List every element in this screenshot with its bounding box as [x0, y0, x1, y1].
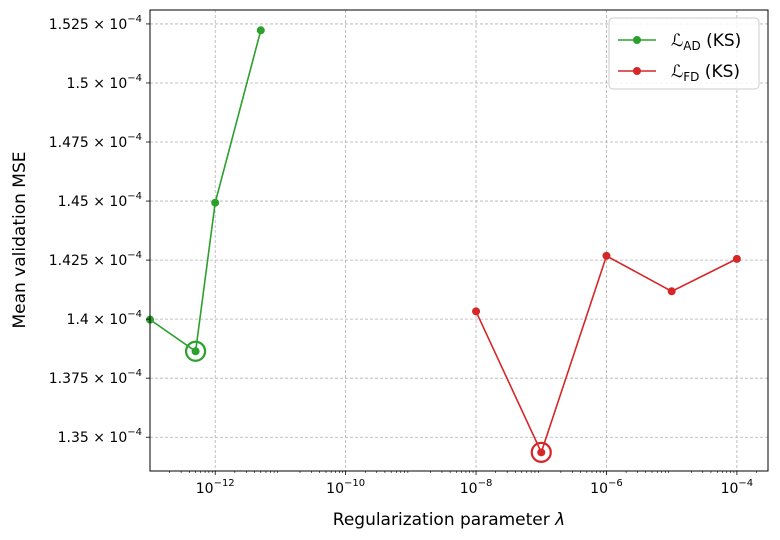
y-tick-label: 1.45 × 10−4 [58, 191, 142, 210]
x-tick-exponent: −12 [214, 478, 235, 489]
y-tick-exponent: −4 [127, 250, 142, 261]
legend-entry: ℒAD (KS) [618, 31, 741, 53]
data-point [537, 448, 546, 457]
y-tick-label: 1.375 × 10−4 [49, 368, 142, 387]
y-tick-mantissa: 1.525 × 10 [49, 17, 128, 33]
x-tick-base: 10 [326, 481, 344, 497]
x-tick-label: 10−6 [590, 478, 623, 497]
series-fd [472, 251, 741, 463]
series-layer [146, 26, 741, 463]
y-tick-mantissa: 1.35 × 10 [58, 430, 128, 446]
best-point-ring [530, 441, 552, 463]
x-tick-label: 10−10 [326, 478, 365, 497]
x-axis-label-symbol: λ [554, 510, 565, 530]
y-tick-exponent: −4 [127, 309, 142, 320]
x-tick-label: 10−4 [721, 478, 754, 497]
legend-label: ℒFD (KS) [671, 62, 740, 84]
y-tick-mantissa: 1.375 × 10 [49, 371, 128, 387]
y-tick-exponent: −4 [127, 368, 142, 379]
x-tick-base: 10 [590, 481, 608, 497]
y-tick-exponent: −4 [127, 73, 142, 84]
y-tick-exponent: −4 [127, 132, 142, 143]
y-tick-label: 1.35 × 10−4 [58, 427, 142, 446]
x-axis: 10−12 10−10 10−8 10−6 10−4 [169, 471, 757, 497]
x-tick-base: 10 [721, 481, 739, 497]
y-tick-exponent: −4 [127, 191, 142, 202]
data-point [256, 26, 265, 35]
x-axis-label-text: Regularization parameter [333, 510, 555, 530]
legend-subscript: FD [683, 70, 699, 84]
legend-label: ℒAD (KS) [671, 31, 741, 53]
x-tick-exponent: −8 [478, 478, 493, 489]
x-tick-exponent: −10 [344, 478, 365, 489]
data-point [211, 198, 220, 207]
data-point [667, 287, 676, 296]
x-axis-label: Regularization parameter λ [333, 510, 565, 530]
y-tick-label: 1.475 × 10−4 [49, 132, 142, 151]
y-tick-exponent: −4 [127, 14, 142, 25]
x-tick-label: 10−12 [196, 478, 235, 497]
legend-suffix: (KS) [699, 62, 740, 82]
y-tick-mantissa: 1.4 × 10 [67, 312, 128, 328]
y-tick-mantissa: 1.5 × 10 [67, 76, 128, 92]
best-point-ring [184, 340, 207, 362]
data-point [191, 347, 200, 356]
y-tick-label: 1.4 × 10−4 [67, 309, 142, 328]
x-tick-label: 10−8 [460, 478, 493, 497]
legend-subscript: AD [683, 39, 700, 53]
legend-symbol: ℒ [671, 31, 683, 51]
legend-marker [633, 36, 641, 44]
legend: ℒAD (KS)ℒFD (KS) [608, 17, 760, 90]
legend-symbol: ℒ [671, 62, 683, 82]
x-tick-base: 10 [460, 481, 478, 497]
y-tick-mantissa: 1.475 × 10 [49, 135, 128, 151]
legend-marker [633, 67, 641, 75]
y-axis-label: Mean validation MSE [10, 151, 30, 328]
y-tick-label: 1.425 × 10−4 [49, 250, 142, 269]
x-tick-exponent: −4 [738, 478, 753, 489]
y-tick-mantissa: 1.45 × 10 [58, 194, 128, 210]
y-tick-label: 1.5 × 10−4 [67, 73, 142, 92]
data-point [472, 307, 481, 316]
data-point [602, 251, 611, 260]
y-tick-mantissa: 1.425 × 10 [49, 253, 128, 269]
x-tick-base: 10 [196, 481, 214, 497]
data-point [732, 254, 741, 263]
plot-frame [149, 9, 769, 472]
grid [150, 10, 768, 471]
x-tick-exponent: −6 [608, 478, 623, 489]
y-tick-exponent: −4 [127, 427, 142, 438]
y-axis: 1.35 × 10−41.375 × 10−41.4 × 10−41.425 ×… [49, 14, 150, 446]
legend-suffix: (KS) [701, 31, 742, 51]
legend-entry: ℒFD (KS) [618, 62, 740, 84]
y-tick-label: 1.525 × 10−4 [49, 14, 142, 33]
series-line [149, 30, 262, 353]
